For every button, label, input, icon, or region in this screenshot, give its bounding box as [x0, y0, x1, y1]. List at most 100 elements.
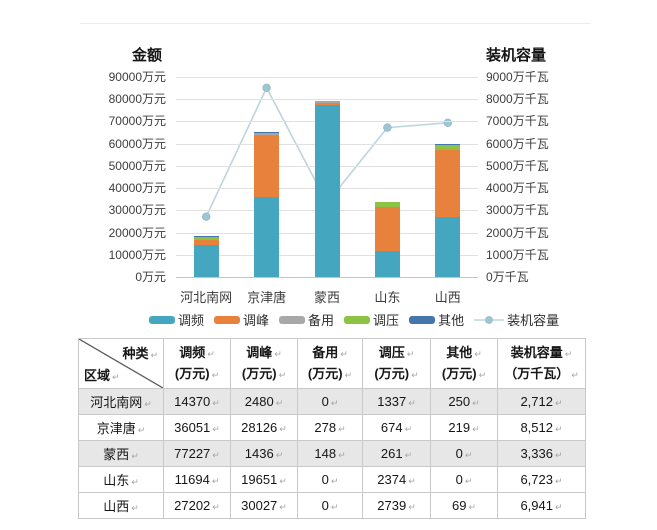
value-cell: 14370 ↵ [163, 388, 231, 415]
value-cell: 19651 ↵ [230, 466, 298, 493]
value-cell: 77227 ↵ [163, 440, 231, 467]
cell-return-mark: ↵ [137, 425, 146, 435]
left-axis-tick-label: 50000万元 [108, 158, 166, 173]
region-cell: 蒙西 ↵ [78, 440, 164, 467]
left-axis-tick-label: 40000万元 [108, 181, 166, 196]
value-cell: 69 ↵ [430, 492, 498, 519]
bar-segment [314, 105, 340, 277]
value-cell: 0 ↵ [430, 440, 498, 467]
column-header-name: 调频 ↵ [179, 344, 215, 360]
value-cell: 1436 ↵ [230, 440, 298, 467]
cell-return-mark: ↵ [468, 502, 476, 512]
cell-return-mark: ↵ [275, 398, 284, 408]
column-header: 调压 ↵ (万元) ↵ [362, 338, 431, 389]
region-cell: 山西 ↵ [78, 492, 164, 519]
data-table: 种类 ↵ 区域 ↵ 调频 ↵ (万元) ↵ 调峰 ↵ (万元) ↵ 备用 ↵ (万元) ↵ 调压 ↵ (万元) ↵ 其他… [78, 338, 586, 519]
bar-segment [314, 101, 340, 103]
bar-segment [435, 143, 461, 150]
left-axis-tick-label: 80000万元 [108, 92, 166, 107]
right-axis-title: 装机容量 [486, 47, 547, 64]
legend-swatch [409, 315, 436, 324]
region-cell: 山东 ↵ [78, 466, 164, 493]
value-cell: 261 ↵ [362, 440, 431, 467]
cell-return-mark: ↵ [211, 369, 220, 380]
value-cell: 2480 ↵ [230, 388, 298, 415]
table-header-row: 种类 ↵ 区域 ↵ 调频 ↵ (万元) ↵ 调峰 ↵ (万元) ↵ 备用 ↵ (万元) ↵ 调压 ↵ (万元) ↵ 其他… [78, 338, 586, 389]
value-cell: 219 ↵ [430, 414, 498, 441]
region-cell: 京津唐 ↵ [78, 414, 164, 441]
cell-return-mark: ↵ [555, 476, 563, 486]
value-cell: 30027 ↵ [230, 492, 298, 519]
legend-label: 调频 [178, 313, 205, 328]
chart-legend: 调频 调峰 备用 调压 其他 装机容量 [149, 310, 559, 329]
legend-swatch [279, 315, 306, 324]
cell-return-mark: ↵ [131, 477, 139, 487]
line-marker [383, 123, 392, 132]
cell-return-mark: ↵ [330, 398, 339, 408]
line-marker [443, 118, 452, 127]
diagonal-line [79, 339, 163, 388]
cell-return-mark: ↵ [131, 503, 139, 513]
value-cell: 6,941 ↵ [497, 492, 586, 519]
value-cell: 8,512 ↵ [497, 414, 586, 441]
category-label: 蒙西 [313, 290, 340, 305]
table-row: 山西 ↵ 27202 ↵ 30027 ↵ 0 ↵ 2739 ↵ 69 ↵ 6,941 ↵ [78, 492, 586, 519]
value-cell: 0 ↵ [297, 466, 363, 493]
legend-swatch [149, 315, 175, 324]
right-axis-tick-label: 4000万千瓦 [486, 181, 549, 196]
right-axis-tick-label: 3000万千瓦 [486, 203, 549, 218]
column-header: 调峰 ↵ (万元) ↵ [230, 338, 298, 389]
cell-return-mark: ↵ [279, 424, 287, 434]
category-label: 河北南网 [180, 290, 233, 305]
column-header-unit: （万千瓦） ↵ [504, 365, 579, 381]
column-header-name: 备用 ↵ [312, 344, 348, 360]
cell-return-mark: ↵ [150, 350, 158, 360]
column-header-name: 调压 ↵ [378, 344, 415, 360]
legend-swatch [214, 315, 241, 324]
gridline [176, 99, 478, 101]
value-cell: 278 ↵ [297, 414, 363, 441]
cell-return-mark: ↵ [472, 424, 480, 434]
cell-return-mark: ↵ [131, 451, 139, 461]
bar-segment [193, 245, 219, 277]
bar-segment [314, 101, 340, 102]
cell-return-mark: ↵ [571, 369, 579, 380]
legend-swatch [344, 315, 371, 324]
column-header-unit: (万元) ↵ [307, 365, 353, 381]
x-axis-line [176, 277, 478, 278]
left-axis-tick-label: 70000万元 [108, 114, 166, 129]
left-axis-tick-label: 10000万元 [108, 247, 166, 262]
value-cell: 2,712 ↵ [497, 388, 586, 415]
value-cell: 0 ↵ [297, 388, 363, 415]
bar-segment [193, 236, 219, 237]
left-axis-tick-label: 0万元 [135, 270, 166, 284]
bar-segment [435, 149, 461, 217]
left-axis-title: 金额 [132, 47, 163, 64]
column-header-unit: (万元) ↵ [374, 365, 419, 381]
cell-return-mark: ↵ [274, 348, 282, 359]
bar-segment [254, 196, 280, 277]
value-cell: 0 ↵ [430, 466, 498, 493]
cell-return-mark: ↵ [275, 450, 284, 460]
bar-segment [374, 202, 400, 208]
category-label: 山东 [374, 290, 401, 305]
cell-return-mark: ↵ [330, 476, 339, 486]
right-axis-tick-label: 0万千瓦 [486, 270, 529, 284]
cell-return-mark: ↵ [408, 502, 416, 512]
cell-return-mark: ↵ [478, 369, 487, 380]
value-cell: 148 ↵ [297, 440, 363, 467]
column-header-unit: (万元) ↵ [441, 365, 487, 381]
line-marker [262, 83, 271, 92]
legend-item: 其他 [409, 310, 464, 329]
cell-return-mark: ↵ [112, 372, 120, 382]
bar-segment [435, 143, 461, 145]
cell-return-mark: ↵ [464, 450, 473, 460]
column-header: 备用 ↵ (万元) ↵ [297, 338, 363, 389]
bar-segment [193, 239, 219, 246]
legend-label: 其他 [438, 313, 465, 328]
column-header: 调频 ↵ (万元) ↵ [163, 338, 231, 389]
legend-item: 调峰 [214, 310, 269, 329]
corner-header-cell: 种类 ↵ 区域 ↵ [78, 338, 164, 389]
legend-item: 调压 [344, 310, 399, 329]
